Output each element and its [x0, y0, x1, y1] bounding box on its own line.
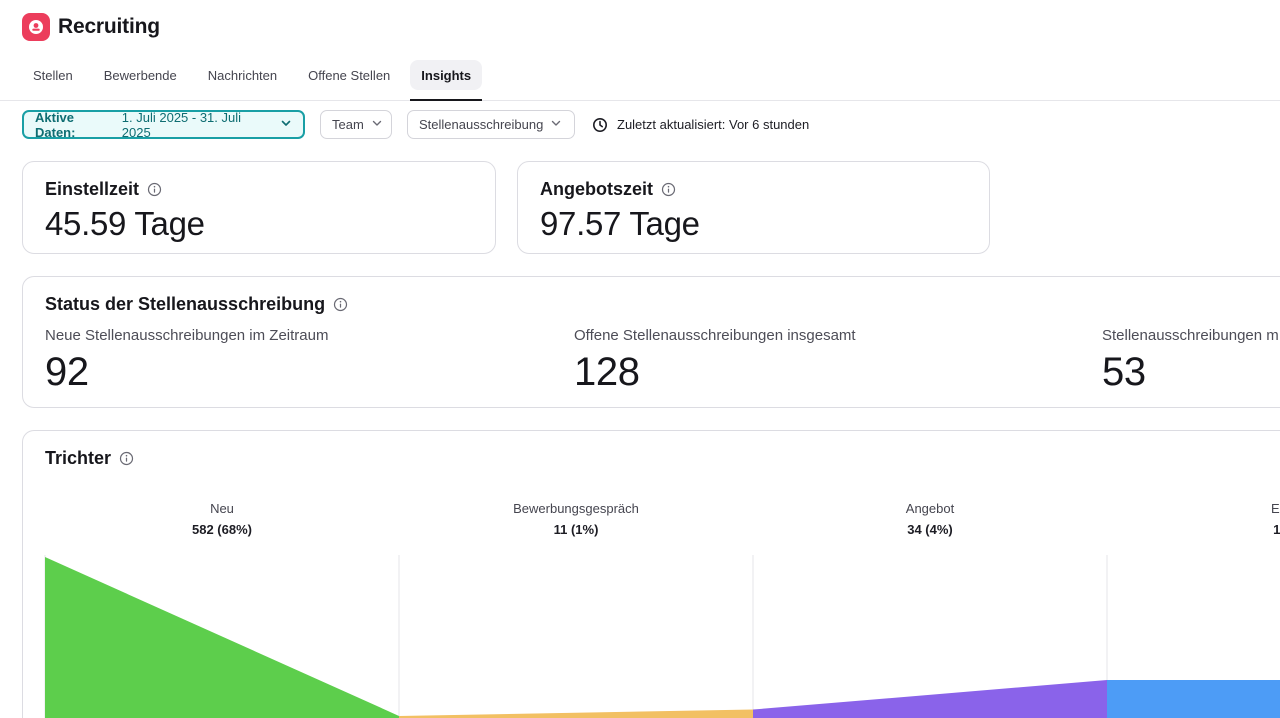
job-posting-filter[interactable]: Stellenausschreibung — [407, 110, 575, 139]
metric-value: 53 — [1102, 350, 1146, 394]
stage-value: 582 (68%) — [192, 522, 252, 537]
funnel-stage-interview: Bewerbungsgespräch 11 (1%) — [399, 501, 753, 537]
metric-postings-third: Stellenausschreibungen m 53 — [1102, 327, 1279, 395]
main-tabs: Stellen Bewerbende Nachrichten Offene St… — [22, 60, 483, 101]
filter-bar: Aktive Daten: 1. Juli 2025 - 31. Juli 20… — [22, 109, 1272, 140]
funnel-stage-neu: Neu 582 (68%) — [45, 501, 399, 537]
job-posting-filter-label: Stellenausschreibung — [419, 117, 544, 132]
funnel-area-2[interactable] — [399, 709, 753, 718]
stage-label: Angebot — [905, 501, 955, 516]
offer-time-card: Angebotszeit 97.57 Tage — [517, 161, 990, 254]
funnel-area-1[interactable] — [45, 557, 399, 718]
funnel-chart — [44, 555, 1280, 718]
funnel-stage-hired: Eing 140 — [1107, 501, 1280, 537]
metric-value: 128 — [574, 350, 640, 394]
metric-open-postings: Offene Stellenausschreibungen insgesamt … — [574, 327, 856, 395]
clock-icon — [592, 117, 608, 133]
app-title: Recruiting — [58, 15, 160, 38]
funnel-card: Trichter Neu 582 (68%) Bewerbungsgespräc… — [22, 430, 1280, 718]
metric-label: Stellenausschreibungen m — [1102, 327, 1279, 344]
team-filter[interactable]: Team — [320, 110, 392, 139]
chevron-down-icon — [550, 117, 562, 132]
stage-value: 34 (4%) — [907, 522, 953, 537]
hire-time-title: Einstellzeit — [45, 179, 140, 199]
app-logo — [22, 13, 50, 41]
active-dates-filter[interactable]: Aktive Daten: 1. Juli 2025 - 31. Juli 20… — [22, 109, 305, 140]
job-status-title: Status der Stellenausschreibung — [45, 294, 326, 314]
offer-time-title: Angebotszeit — [540, 179, 654, 199]
offer-time-value: 97.57 Tage — [540, 205, 700, 242]
active-dates-value: 1. Juli 2025 - 31. Juli 2025 — [121, 109, 242, 140]
metric-value: 92 — [45, 350, 89, 394]
info-icon[interactable] — [333, 297, 348, 312]
hire-time-card: Einstellzeit 45.59 Tage — [22, 161, 496, 254]
funnel-area-3[interactable] — [753, 680, 1107, 718]
last-updated: Zuletzt aktualisiert: Vor 6 stunden — [592, 110, 809, 139]
info-icon[interactable] — [119, 451, 134, 466]
job-status-card: Status der Stellenausschreibung Neue Ste… — [22, 276, 1280, 408]
user-badge-icon — [29, 20, 43, 34]
metric-label: Offene Stellenausschreibungen insgesamt — [574, 327, 856, 344]
info-icon[interactable] — [661, 182, 676, 197]
app-header: Recruiting Stellen Bewerbende Nachrichte… — [0, 0, 1280, 101]
funnel-area-4[interactable] — [1107, 680, 1280, 718]
metric-new-postings: Neue Stellenausschreibungen im Zeitraum … — [45, 327, 328, 395]
tab-insights[interactable]: Insights — [410, 60, 483, 101]
chevron-down-icon — [371, 117, 383, 132]
stage-label: Eing — [1270, 501, 1280, 516]
funnel-title: Trichter — [45, 448, 112, 468]
tab-bewerbende[interactable]: Bewerbende — [103, 67, 177, 83]
stage-value: 11 (1%) — [553, 522, 599, 537]
tab-nachrichten[interactable]: Nachrichten — [207, 67, 278, 83]
hire-time-value: 45.59 Tage — [45, 205, 205, 242]
stage-value: 140 — [1273, 522, 1280, 537]
chevron-down-icon — [280, 117, 292, 132]
info-icon[interactable] — [147, 182, 162, 197]
team-filter-label: Team — [332, 117, 364, 132]
tab-offene-stellen[interactable]: Offene Stellen — [308, 67, 391, 83]
last-updated-text: Zuletzt aktualisiert: Vor 6 stunden — [617, 117, 810, 132]
stage-label: Bewerbungsgespräch — [513, 501, 639, 516]
stage-label: Neu — [210, 501, 234, 516]
tab-stellen[interactable]: Stellen — [33, 67, 73, 83]
funnel-stage-offer: Angebot 34 (4%) — [753, 501, 1107, 537]
active-dates-prefix: Aktive Daten: — [35, 109, 76, 140]
metric-label: Neue Stellenausschreibungen im Zeitraum — [45, 327, 329, 344]
